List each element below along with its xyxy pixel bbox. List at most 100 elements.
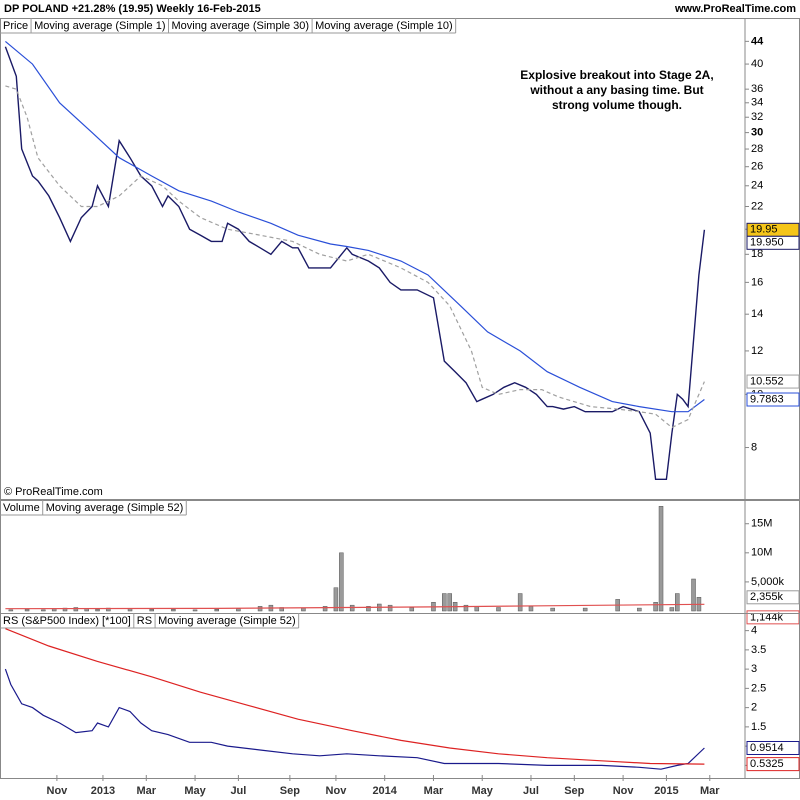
legend-entry: Moving average (Simple 30) xyxy=(172,20,310,32)
panel-label: Volume xyxy=(3,502,40,514)
site: www.ProRealTime.com xyxy=(674,3,796,15)
volume-bar xyxy=(691,578,696,612)
volume-bar xyxy=(528,606,534,612)
annotation: Explosive breakout into Stage 2A, xyxy=(520,68,713,82)
y-tick-label: 10M xyxy=(751,547,772,559)
volume-bar xyxy=(192,609,198,612)
annotation: strong volume though. xyxy=(552,98,682,112)
volume-bar xyxy=(517,593,523,612)
y-tick-label: 30 xyxy=(751,127,763,139)
volume-bar xyxy=(24,609,30,612)
volume-bar xyxy=(409,607,415,612)
last-value-label: 0.5325 xyxy=(750,758,784,770)
y-tick-label: 14 xyxy=(751,308,763,320)
y-tick-label: 28 xyxy=(751,143,763,155)
x-tick-label: May xyxy=(472,785,494,797)
volume-bar xyxy=(349,604,355,612)
y-tick-label: 2 xyxy=(751,702,757,714)
series-line xyxy=(5,40,705,413)
series-line xyxy=(5,85,705,429)
last-value-label: 10.552 xyxy=(750,375,784,387)
y-tick-label: 44 xyxy=(751,35,764,47)
y-tick-label: 8 xyxy=(751,441,757,453)
legend-entry: Moving average (Simple 52) xyxy=(158,615,296,627)
y-tick-label: 36 xyxy=(751,83,763,95)
y-tick-label: 32 xyxy=(751,111,763,123)
last-value-box xyxy=(746,590,800,605)
last-value-box xyxy=(746,757,800,772)
last-value-label: 1,144k xyxy=(750,611,784,623)
volume-bar xyxy=(658,506,664,612)
y-tick-label: 18 xyxy=(751,248,763,260)
watermark: © ProRealTime.com xyxy=(4,486,103,498)
x-tick-label: May xyxy=(184,785,206,797)
x-tick-label: Nov xyxy=(326,785,348,797)
volume-bar xyxy=(582,607,588,612)
x-tick-label: Mar xyxy=(424,785,444,797)
volume-bar xyxy=(236,608,241,612)
volume-bar xyxy=(637,607,642,612)
volume-bar xyxy=(73,607,79,612)
volume-bar xyxy=(366,606,371,612)
x-tick-label: 2014 xyxy=(372,785,397,797)
y-tick-label: 24 xyxy=(751,180,763,192)
volume-bar xyxy=(8,609,14,612)
y-tick-label: 3.5 xyxy=(751,644,766,656)
y-tick-label: 16 xyxy=(751,276,763,288)
volume-bar xyxy=(442,593,447,612)
volume-bar xyxy=(301,607,306,612)
last-value-box xyxy=(746,392,800,407)
x-tick-label: Sep xyxy=(280,785,300,797)
y-tick-label: 2.5 xyxy=(751,682,766,694)
last-value-label: 2,355k xyxy=(750,591,784,603)
y-tick-label: 4 xyxy=(751,625,757,637)
legend-entry: Moving average (Simple 10) xyxy=(315,20,453,32)
last-value-box xyxy=(746,374,800,389)
y-tick-label: 26 xyxy=(751,161,763,173)
panel-label: Price xyxy=(3,20,28,32)
panel-label: RS (S&P500 Index) [*100] xyxy=(3,615,131,627)
x-tick-label: 2015 xyxy=(654,785,678,797)
volume-bar xyxy=(214,609,219,612)
y-tick-label: 3 xyxy=(751,663,757,675)
volume-bar xyxy=(339,552,344,612)
series-line xyxy=(5,628,705,765)
legend-entry: Moving average (Simple 1) xyxy=(34,20,165,32)
volume-bar xyxy=(653,602,658,612)
last-value-box xyxy=(746,235,800,250)
last-value-label: 19.95 xyxy=(750,224,778,236)
y-tick-label: 34 xyxy=(751,97,763,109)
x-tick-label: Jul xyxy=(230,785,246,797)
volume-bar xyxy=(447,593,452,612)
last-value-label: 0.9514 xyxy=(750,742,784,754)
y-tick-label: 15M xyxy=(751,518,772,530)
last-value-label: 9.7863 xyxy=(750,393,784,405)
x-tick-label: Nov xyxy=(47,785,69,797)
legend-entry: RS xyxy=(137,615,152,627)
volume-bar xyxy=(463,604,469,612)
series-line xyxy=(4,668,705,770)
volume-bar xyxy=(387,604,393,612)
last-value-box xyxy=(746,740,800,755)
volume-bar xyxy=(322,606,328,612)
volume-bar xyxy=(333,587,339,612)
x-tick-label: Nov xyxy=(613,785,635,797)
chart-title: DP POLAND +21.28% (19.95) Weekly 16-Feb-… xyxy=(4,3,261,15)
volume-bar xyxy=(669,607,675,612)
y-tick-label: 1.5 xyxy=(751,721,766,733)
y-tick-label: 22 xyxy=(751,200,763,212)
y-tick-label: 40 xyxy=(751,58,763,70)
y-tick-label: 12 xyxy=(751,345,763,357)
legend-entry: Moving average (Simple 52) xyxy=(46,502,184,514)
volume-bar xyxy=(550,607,555,612)
volume-bar xyxy=(149,609,154,612)
annotation: without a any basing time. But xyxy=(529,83,703,97)
x-tick-label: 2013 xyxy=(91,785,115,797)
x-tick-label: Sep xyxy=(564,785,584,797)
series-line xyxy=(4,46,706,480)
volume-bar xyxy=(171,609,176,612)
volume-bar xyxy=(675,593,680,612)
last-value-label: 19.950 xyxy=(750,237,784,249)
